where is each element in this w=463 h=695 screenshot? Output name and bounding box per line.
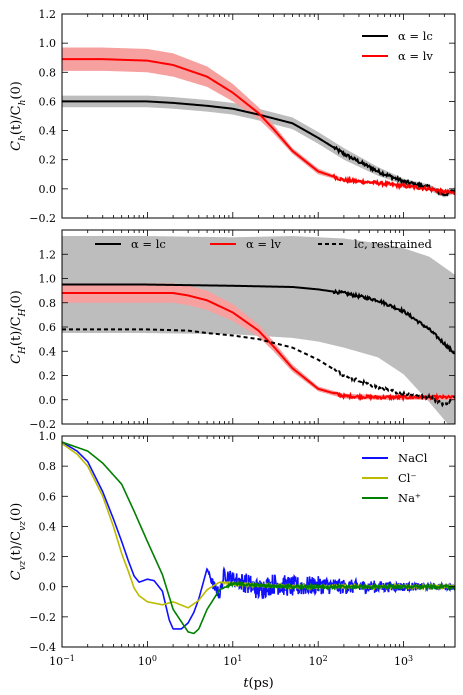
y-axis-label: Cvz(t)/Cvz(0) — [9, 503, 28, 581]
x-tick-label: 102 — [309, 654, 328, 669]
legend-label: Na⁺ — [398, 491, 421, 505]
series-line-3 — [62, 328, 455, 408]
x-tick-label: 103 — [394, 654, 413, 669]
y-tick-label: 1.2 — [39, 8, 57, 21]
series-line-2 — [62, 58, 455, 196]
legend: α = lc α = lv lc, restrained — [95, 237, 432, 251]
y-tick-label: 0.6 — [39, 490, 57, 503]
y-tick-label: 0.4 — [39, 125, 57, 138]
y-axis-label: CH(t)/CH(0) — [9, 290, 28, 364]
x-axis-label: t(ps) — [243, 676, 273, 691]
y-tick-label: 0.4 — [39, 345, 57, 358]
y-tick-label: −0.2 — [29, 418, 56, 431]
y-tick-label: 0.6 — [39, 321, 57, 334]
series-line-1 — [62, 441, 455, 630]
y-tick-label: 0.0 — [39, 183, 57, 196]
plot-area — [62, 47, 455, 198]
y-tick-label: 0.0 — [39, 394, 57, 407]
y-tick-label: 1.0 — [39, 273, 57, 286]
legend-label: α = lc — [131, 237, 166, 251]
y-tick-label: 0.8 — [39, 297, 57, 310]
legend-label: α = lv — [398, 49, 433, 63]
legend-label: NaCl — [398, 451, 428, 465]
legend-label: α = lv — [246, 237, 281, 251]
legend: α = lc α = lv — [362, 29, 433, 63]
legend: NaCl Cl⁻ Na⁺ — [362, 451, 428, 505]
plot-area — [62, 441, 455, 635]
series-line-1 — [62, 283, 455, 355]
y-tick-label: −0.2 — [29, 212, 56, 225]
legend-label: α = lc — [398, 29, 433, 43]
y-tick-label: 0.6 — [39, 95, 57, 108]
panel-3: −0.4 −0.2 0.0 0.2 0.4 0.6 0.8 1.0 Cvz(t)/Cvz(0) N… — [9, 430, 456, 691]
y-tick-label: 0.2 — [39, 370, 57, 383]
y-tick-label: 1.2 — [39, 248, 57, 261]
y-tick-label: −0.4 — [29, 641, 56, 654]
x-tick-label: 101 — [223, 654, 242, 669]
panel-2: −0.2 0.0 0.2 0.4 0.6 0.8 1.0 1.2 CH(t)/CH(0) α = … — [9, 229, 456, 431]
panel-1: −0.2 0.0 0.2 0.4 0.6 0.8 1.0 1.2 Ch(t)/Ch(0) α = … — [9, 8, 456, 225]
series-band-2 — [62, 47, 455, 195]
series-band-2 — [62, 283, 455, 400]
y-tick-label: 0.0 — [39, 581, 57, 594]
y-tick-label: 1.0 — [39, 37, 57, 50]
y-tick-label: 1.0 — [39, 430, 57, 443]
x-tick-label: 100 — [138, 654, 157, 669]
plot-area — [62, 236, 455, 424]
legend-label: lc, restrained — [354, 237, 432, 251]
y-tick-label: −0.2 — [29, 611, 56, 624]
y-tick-label: 0.2 — [39, 154, 57, 167]
series-line-3 — [62, 441, 455, 635]
y-axis-label: Ch(t)/Ch(0) — [9, 81, 28, 151]
y-tick-label: 0.2 — [39, 551, 57, 564]
y-tick-label: 0.8 — [39, 66, 57, 79]
legend-label: Cl⁻ — [398, 471, 417, 485]
x-tick-label: 10−1 — [49, 654, 75, 669]
y-tick-label: 0.4 — [39, 520, 57, 533]
y-tick-label: 0.8 — [39, 460, 57, 473]
series-line-2 — [62, 292, 455, 403]
